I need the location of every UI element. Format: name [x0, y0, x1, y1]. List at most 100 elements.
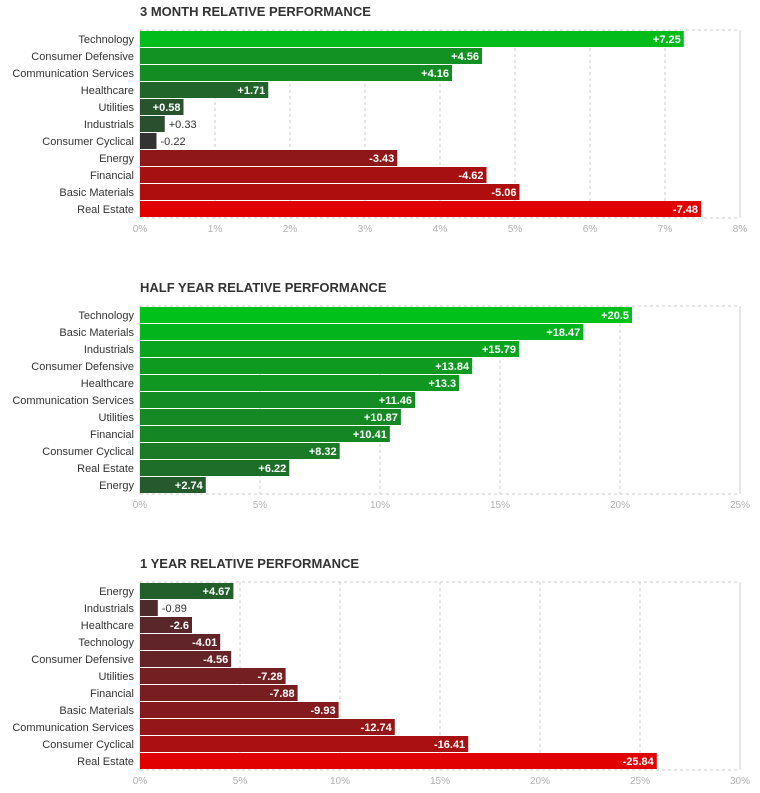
bar[interactable] [140, 392, 416, 408]
data-label: +2.74 [175, 480, 204, 492]
bar[interactable] [140, 702, 339, 718]
tick-label: 7% [658, 224, 673, 235]
data-label: +10.87 [364, 412, 398, 424]
bar[interactable] [140, 736, 469, 752]
data-label: -9.93 [311, 705, 336, 717]
tick-label: 25% [730, 500, 750, 511]
bar[interactable] [140, 634, 221, 650]
bar[interactable] [140, 99, 184, 115]
chart-title: 3 MONTH RELATIVE PERFORMANCE [140, 4, 371, 19]
bar[interactable] [140, 477, 206, 493]
data-label: +13.84 [435, 361, 470, 373]
data-label: +4.67 [203, 586, 231, 598]
chart-title: 1 YEAR RELATIVE PERFORMANCE [140, 556, 359, 571]
data-label: -0.89 [162, 603, 187, 615]
category-label: Technology [78, 34, 134, 46]
category-label: Industrials [84, 119, 135, 131]
category-label: Communication Services [12, 395, 134, 407]
category-label: Utilities [99, 102, 135, 114]
bar[interactable] [140, 753, 657, 769]
data-label: +7.25 [653, 34, 681, 46]
category-label: Consumer Defensive [31, 361, 134, 373]
bar[interactable] [140, 65, 452, 81]
data-label: -7.48 [673, 204, 698, 216]
data-label: +1.71 [237, 85, 265, 97]
chart-panel-2: HALF YEAR RELATIVE PERFORMANCE 0% 5% 10% 15%… [12, 280, 750, 511]
data-label: +18.47 [546, 327, 580, 339]
category-label: Energy [99, 480, 134, 492]
tick-label: 5% [253, 500, 268, 511]
data-label: -12.74 [361, 722, 393, 734]
category-label: Industrials [84, 344, 135, 356]
bar[interactable] [140, 341, 519, 357]
bar[interactable] [140, 719, 395, 735]
tick-label: 0% [133, 224, 148, 235]
bar[interactable] [140, 307, 632, 323]
bar[interactable] [140, 426, 390, 442]
tick-label: 8% [733, 224, 748, 235]
bar[interactable] [140, 617, 192, 633]
category-label: Healthcare [81, 85, 134, 97]
bar[interactable] [140, 324, 584, 340]
chart-title: HALF YEAR RELATIVE PERFORMANCE [140, 280, 387, 295]
bar[interactable] [140, 184, 520, 200]
bar[interactable] [140, 167, 487, 183]
tick-label: 15% [430, 776, 450, 787]
bar[interactable] [140, 443, 340, 459]
data-label: -4.62 [458, 170, 483, 182]
category-label: Basic Materials [59, 187, 134, 199]
bar[interactable] [140, 48, 482, 64]
category-label: Industrials [84, 603, 135, 615]
data-label: -5.06 [491, 187, 516, 199]
chart-panel-1: 3 MONTH RELATIVE PERFORMANCE 0% 1% 2% 3% 4% 5%… [12, 4, 747, 235]
bar[interactable] [140, 600, 158, 616]
category-label: Consumer Defensive [31, 51, 134, 63]
bar[interactable] [140, 651, 232, 667]
bar[interactable] [140, 133, 157, 149]
category-label: Healthcare [81, 378, 134, 390]
tick-label: 15% [490, 500, 510, 511]
category-label: Technology [78, 310, 134, 322]
category-label: Basic Materials [59, 705, 134, 717]
bar[interactable] [140, 150, 398, 166]
bar[interactable] [140, 82, 269, 98]
tick-label: 10% [330, 776, 350, 787]
tick-label: 5% [508, 224, 523, 235]
tick-label: 20% [610, 500, 630, 511]
bar[interactable] [140, 583, 234, 599]
data-label: +11.46 [379, 395, 412, 407]
category-label: Energy [99, 586, 134, 598]
data-label: -0.22 [161, 136, 186, 148]
bar[interactable] [140, 375, 460, 391]
data-label: +4.16 [421, 68, 449, 80]
category-label: Energy [99, 153, 134, 165]
category-label: Financial [90, 429, 134, 441]
data-label: -3.43 [369, 153, 394, 165]
bar[interactable] [140, 668, 286, 684]
data-label: +0.33 [169, 119, 197, 131]
data-label: +4.56 [451, 51, 479, 63]
category-label: Consumer Defensive [31, 654, 134, 666]
data-label: +13.3 [428, 378, 456, 390]
category-label: Consumer Cyclical [42, 446, 134, 458]
category-label: Communication Services [12, 68, 134, 80]
bar[interactable] [140, 201, 701, 217]
bar[interactable] [140, 31, 684, 47]
category-label: Healthcare [81, 620, 134, 632]
bar[interactable] [140, 685, 298, 701]
category-label: Real Estate [77, 463, 134, 475]
bar[interactable] [140, 460, 290, 476]
tick-label: 20% [530, 776, 550, 787]
category-label: Communication Services [12, 722, 134, 734]
data-label: -16.41 [434, 739, 465, 751]
bar[interactable] [140, 116, 165, 132]
category-label: Utilities [99, 412, 135, 424]
data-label: +10.41 [353, 429, 387, 441]
bar[interactable] [140, 358, 473, 374]
tick-label: 4% [433, 224, 448, 235]
tick-label: 0% [133, 500, 148, 511]
tick-label: 5% [233, 776, 248, 787]
tick-label: 0% [133, 776, 148, 787]
bar[interactable] [140, 409, 401, 425]
